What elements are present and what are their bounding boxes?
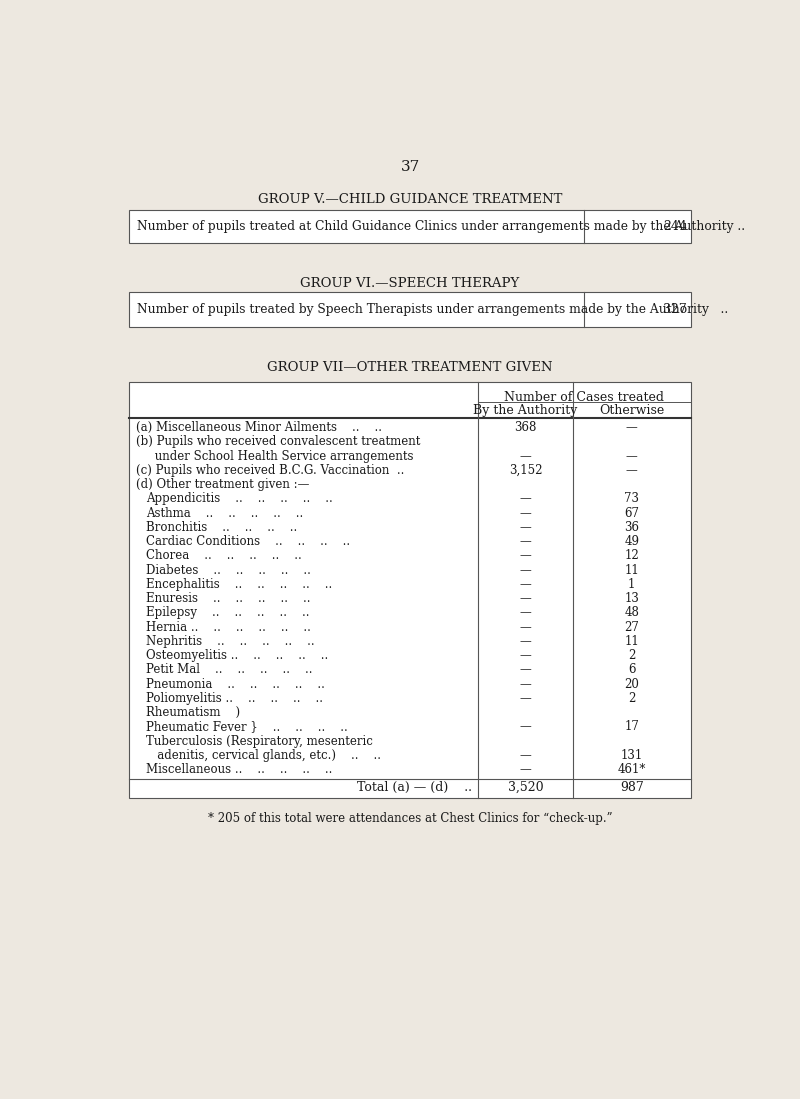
- Text: —: —: [626, 464, 638, 477]
- Text: 244: 244: [663, 220, 687, 233]
- Text: —: —: [520, 621, 531, 634]
- Text: 27: 27: [624, 621, 639, 634]
- Text: Enuresis    ..    ..    ..    ..    ..: Enuresis .. .. .. .. ..: [146, 592, 311, 606]
- Text: —: —: [520, 578, 531, 591]
- Text: (a) Miscellaneous Minor Ailments    ..    ..: (a) Miscellaneous Minor Ailments .. ..: [136, 421, 382, 434]
- Text: By the Authority: By the Authority: [474, 403, 578, 417]
- Text: Poliomyelitis ..    ..    ..    ..    ..: Poliomyelitis .. .. .. .. ..: [146, 692, 323, 704]
- Text: Hernia ..    ..    ..    ..    ..    ..: Hernia .. .. .. .. .. ..: [146, 621, 311, 634]
- Text: 327: 327: [663, 303, 687, 317]
- Text: 37: 37: [400, 159, 420, 174]
- Text: Chorea    ..    ..    ..    ..    ..: Chorea .. .. .. .. ..: [146, 550, 302, 563]
- Text: Diabetes    ..    ..    ..    ..    ..: Diabetes .. .. .. .. ..: [146, 564, 311, 577]
- Text: Petit Mal    ..    ..    ..    ..    ..: Petit Mal .. .. .. .. ..: [146, 664, 313, 676]
- Text: 48: 48: [624, 607, 639, 620]
- Text: Total (a) — (d)    ..: Total (a) — (d) ..: [357, 781, 472, 795]
- Text: 131: 131: [621, 748, 642, 762]
- Text: (d) Other treatment given :—: (d) Other treatment given :—: [136, 478, 309, 491]
- Text: Cardiac Conditions    ..    ..    ..    ..: Cardiac Conditions .. .. .. ..: [146, 535, 350, 548]
- Text: 3,520: 3,520: [508, 781, 543, 795]
- Text: (b) Pupils who received convalescent treatment: (b) Pupils who received convalescent tre…: [136, 435, 420, 448]
- Text: Pheumatic Fever }    ..    ..    ..    ..: Pheumatic Fever } .. .. .. ..: [146, 721, 348, 733]
- Text: Number of pupils treated at Child Guidance Clinics under arrangements made by th: Number of pupils treated at Child Guidan…: [138, 220, 746, 233]
- Text: —: —: [520, 607, 531, 620]
- Text: —: —: [520, 521, 531, 534]
- Text: —: —: [520, 678, 531, 690]
- Text: 11: 11: [624, 564, 639, 577]
- Text: 49: 49: [624, 535, 639, 548]
- Text: GROUP VI.—SPEECH THERAPY: GROUP VI.—SPEECH THERAPY: [300, 277, 520, 290]
- Text: 12: 12: [624, 550, 639, 563]
- Text: 3,152: 3,152: [509, 464, 542, 477]
- Text: 73: 73: [624, 492, 639, 506]
- Text: Number of Cases treated: Number of Cases treated: [504, 391, 664, 404]
- Text: 368: 368: [514, 421, 537, 434]
- Text: under School Health Service arrangements: under School Health Service arrangements: [136, 449, 413, 463]
- Text: 461*: 461*: [618, 763, 646, 776]
- Text: 13: 13: [624, 592, 639, 606]
- Text: —: —: [520, 492, 531, 506]
- Text: —: —: [626, 449, 638, 463]
- Text: —: —: [520, 535, 531, 548]
- Text: —: —: [626, 421, 638, 434]
- Text: 987: 987: [620, 781, 643, 795]
- Text: Rheumatism    ): Rheumatism ): [146, 707, 241, 719]
- Text: Appendicitis    ..    ..    ..    ..    ..: Appendicitis .. .. .. .. ..: [146, 492, 334, 506]
- Text: 67: 67: [624, 507, 639, 520]
- Text: 11: 11: [624, 635, 639, 648]
- Text: Osteomyelitis ..    ..    ..    ..    ..: Osteomyelitis .. .. .. .. ..: [146, 650, 329, 663]
- Text: 20: 20: [624, 678, 639, 690]
- Text: —: —: [520, 592, 531, 606]
- Text: Encephalitis    ..    ..    ..    ..    ..: Encephalitis .. .. .. .. ..: [146, 578, 333, 591]
- Text: 2: 2: [628, 650, 635, 663]
- Text: —: —: [520, 650, 531, 663]
- Text: Miscellaneous ..    ..    ..    ..    ..: Miscellaneous .. .. .. .. ..: [146, 763, 333, 776]
- Text: adenitis, cervical glands, etc.)    ..    ..: adenitis, cervical glands, etc.) .. ..: [146, 748, 382, 762]
- Text: —: —: [520, 763, 531, 776]
- Text: —: —: [520, 635, 531, 648]
- Text: —: —: [520, 664, 531, 676]
- Bar: [130, 382, 690, 798]
- Text: 1: 1: [628, 578, 635, 591]
- Bar: [130, 210, 690, 243]
- Text: —: —: [520, 550, 531, 563]
- Text: Bronchitis    ..    ..    ..    ..: Bronchitis .. .. .. ..: [146, 521, 298, 534]
- Text: Epilepsy    ..    ..    ..    ..    ..: Epilepsy .. .. .. .. ..: [146, 607, 310, 620]
- Text: * 205 of this total were attendances at Chest Clinics for “check-up.”: * 205 of this total were attendances at …: [208, 812, 612, 825]
- Text: 17: 17: [624, 721, 639, 733]
- Bar: [130, 292, 690, 328]
- Text: Tuberculosis (Respiratory, mesenteric: Tuberculosis (Respiratory, mesenteric: [146, 734, 374, 747]
- Text: (c) Pupils who received B.C.G. Vaccination  ..: (c) Pupils who received B.C.G. Vaccinati…: [136, 464, 404, 477]
- Text: Asthma    ..    ..    ..    ..    ..: Asthma .. .. .. .. ..: [146, 507, 304, 520]
- Text: 36: 36: [624, 521, 639, 534]
- Text: 6: 6: [628, 664, 635, 676]
- Text: 2: 2: [628, 692, 635, 704]
- Text: Nephritis    ..    ..    ..    ..    ..: Nephritis .. .. .. .. ..: [146, 635, 315, 648]
- Text: —: —: [520, 564, 531, 577]
- Text: Pneumonia    ..    ..    ..    ..    ..: Pneumonia .. .. .. .. ..: [146, 678, 326, 690]
- Text: —: —: [520, 692, 531, 704]
- Text: GROUP V.—CHILD GUIDANCE TREATMENT: GROUP V.—CHILD GUIDANCE TREATMENT: [258, 193, 562, 207]
- Text: Number of pupils treated by Speech Therapists under arrangements made by the Aut: Number of pupils treated by Speech Thera…: [138, 303, 729, 317]
- Text: Otherwise: Otherwise: [599, 403, 664, 417]
- Text: —: —: [520, 748, 531, 762]
- Text: —: —: [520, 507, 531, 520]
- Text: GROUP VII—OTHER TREATMENT GIVEN: GROUP VII—OTHER TREATMENT GIVEN: [267, 362, 553, 375]
- Text: —: —: [520, 449, 531, 463]
- Text: —: —: [520, 721, 531, 733]
